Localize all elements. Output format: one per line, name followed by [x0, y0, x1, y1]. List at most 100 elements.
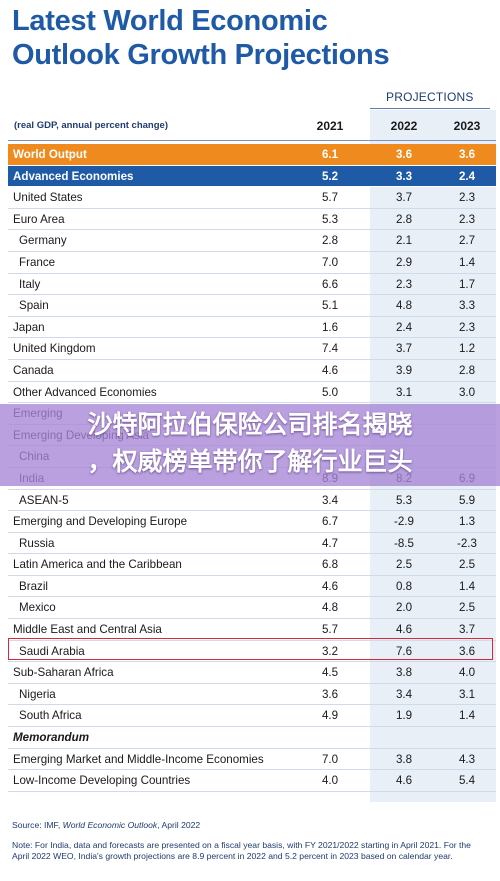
value-2023: 2.4: [458, 169, 476, 183]
value-2021: 5.1: [321, 299, 339, 313]
row-label: Low-Income Developing Countries: [13, 774, 191, 788]
value-2022: 3.7: [395, 342, 413, 356]
row-label: Canada: [13, 363, 54, 377]
table-row: Italy 6.6 2.3 1.7: [8, 274, 496, 296]
value-2021: 4.9: [321, 709, 339, 723]
value-2023: 1.4: [458, 255, 476, 269]
value-2023: 3.3: [458, 299, 476, 313]
table-row: Russia 4.7 -8.5 -2.3: [8, 533, 496, 555]
value-2021: 2.8: [321, 234, 339, 248]
value-2023: 2.3: [458, 212, 476, 226]
value-2022: 1.9: [395, 709, 413, 723]
row-label: Germany: [19, 234, 67, 248]
table-row: Advanced Economies 5.2 3.3 2.4: [8, 165, 496, 188]
value-2021: 3.2: [321, 644, 339, 658]
row-label: Spain: [19, 299, 49, 313]
value-2023: 1.4: [458, 579, 476, 593]
table-row: Other Advanced Economies 5.0 3.1 3.0: [8, 382, 496, 404]
value-2021: 5.0: [321, 385, 339, 399]
value-2023: 2.5: [458, 558, 476, 572]
value-2021: 4.5: [321, 666, 339, 680]
value-2023: 5.4: [458, 774, 476, 788]
row-label: France: [19, 255, 56, 269]
value-2021: 3.6: [321, 687, 339, 701]
value-2022: 3.7: [395, 191, 413, 205]
value-2022: 2.0: [395, 601, 413, 615]
value-2021: 7.0: [321, 255, 339, 269]
row-label: Advanced Economies: [13, 169, 134, 183]
value-2021: 5.2: [321, 169, 339, 183]
units-label: (real GDP, annual percent change): [14, 120, 168, 131]
table-row: France 7.0 2.9 1.4: [8, 252, 496, 274]
value-2023: 3.6: [458, 148, 476, 161]
value-2021: 4.6: [321, 363, 339, 377]
table-row: Emerging and Developing Europe 6.7 -2.9 1.3: [8, 511, 496, 533]
growth-table: World Output 6.1 3.6 3.6 Advanced Economies 5…: [8, 144, 496, 792]
value-2022: 2.9: [395, 255, 413, 269]
value-2023: 3.7: [458, 623, 476, 637]
table-row: Euro Area 5.3 2.8 2.3: [8, 209, 496, 231]
value-2023: 2.7: [458, 234, 476, 248]
value-2021: 6.6: [321, 277, 339, 291]
year-2022-header: 2022: [390, 119, 418, 133]
value-2022: 7.6: [395, 644, 413, 658]
row-label: Other Advanced Economies: [13, 385, 157, 399]
title-line-1: Latest World Economic: [12, 5, 328, 37]
value-2021: 4.7: [321, 536, 339, 550]
value-2022: 3.8: [395, 666, 413, 680]
row-label: Euro Area: [13, 212, 65, 226]
value-2023: 2.3: [458, 191, 476, 205]
source-publication: World Economic Outlook: [62, 820, 158, 830]
value-2022: 3.3: [395, 169, 413, 183]
table-row: Mexico 4.8 2.0 2.5: [8, 597, 496, 620]
table-row: World Output 6.1 3.6 3.6: [8, 144, 496, 166]
value-2021: 6.8: [321, 558, 339, 572]
value-2022: 5.3: [395, 493, 413, 507]
value-2023: 2.8: [458, 363, 476, 377]
value-2023: 1.4: [458, 709, 476, 723]
year-2023-header: 2023: [453, 119, 481, 133]
title-line-2: Outlook Growth Projections: [12, 39, 390, 71]
value-2023: 2.5: [458, 601, 476, 615]
table-row: Middle East and Central Asia 5.7 4.6 3.7: [8, 619, 496, 641]
table-row: Emerging Market and Middle-Income Econom…: [8, 749, 496, 771]
year-2021-header: 2021: [316, 119, 344, 133]
value-2021: 4.0: [321, 774, 339, 788]
value-2021: 3.4: [321, 493, 339, 507]
row-label: Sub-Saharan Africa: [13, 666, 114, 680]
row-label: United Kingdom: [13, 342, 96, 356]
table-row: United States 5.7 3.7 2.3: [8, 187, 496, 209]
table-row: Spain 5.1 4.8 3.3: [8, 295, 496, 317]
row-label: Middle East and Central Asia: [13, 623, 162, 637]
value-2022: 2.1: [395, 234, 413, 248]
value-2022: 3.8: [395, 752, 413, 766]
row-label: Emerging and Developing Europe: [13, 515, 188, 529]
row-label: Emerging Market and Middle-Income Econom…: [13, 752, 264, 766]
value-2021: 5.7: [321, 623, 339, 637]
value-2022: 3.9: [395, 363, 413, 377]
row-label: World Output: [13, 148, 87, 161]
row-label: Nigeria: [19, 687, 56, 701]
value-2021: 4.8: [321, 601, 339, 615]
row-label: Latin America and the Caribbean: [13, 558, 182, 572]
value-2023: 3.0: [458, 385, 476, 399]
value-2021: 6.1: [321, 148, 339, 161]
value-2021: 1.6: [321, 320, 339, 334]
headline-text: 沙特阿拉伯保险公司排名揭晓 ，权威榜单带你了解行业巨头: [0, 406, 500, 480]
headline-line-2: ，权威榜单带你了解行业巨头: [87, 447, 413, 476]
table-row: ASEAN-5 3.4 5.3 5.9: [8, 490, 496, 512]
row-label: ASEAN-5: [19, 493, 69, 507]
value-2021: 7.4: [321, 342, 339, 356]
value-2023: 3.1: [458, 687, 476, 701]
table-row: Canada 4.6 3.9 2.8: [8, 360, 496, 382]
header-rule: [8, 140, 496, 141]
value-2021: 5.7: [321, 191, 339, 205]
value-2021: 6.7: [321, 515, 339, 529]
table-row: Sub-Saharan Africa 4.5 3.8 4.0: [8, 662, 496, 684]
source-date: , April 2022: [157, 820, 201, 830]
value-2021: 4.6: [321, 579, 339, 593]
page-title: Latest World Economic Outlook Growth Pro…: [12, 4, 492, 72]
table-row: Japan 1.6 2.4 2.3: [8, 317, 496, 339]
value-2023: 4.0: [458, 666, 476, 680]
projections-label: PROJECTIONS: [386, 90, 474, 104]
